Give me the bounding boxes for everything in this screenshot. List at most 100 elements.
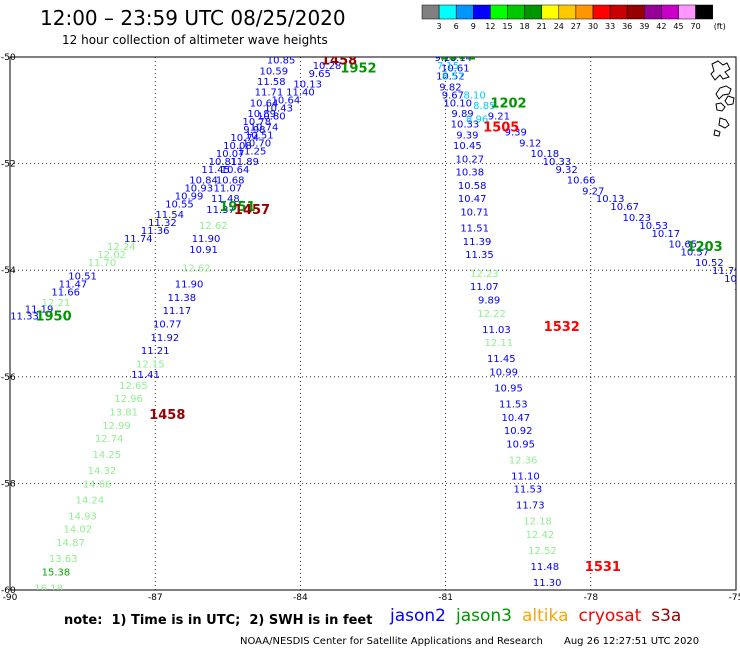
- pass-time-label: 1201: [440, 48, 476, 63]
- color-tick-label: 39: [639, 22, 649, 31]
- swh-value: 10.17: [651, 229, 680, 240]
- swh-value: 10.92: [504, 426, 533, 437]
- swh-value: 14.87: [56, 538, 85, 549]
- swh-value: 9.98: [243, 125, 265, 136]
- swh-value: 9.89: [451, 109, 473, 120]
- x-tick-label: -78: [583, 593, 598, 603]
- swh-value: 12.22: [477, 309, 506, 320]
- swh-value: 12.11: [485, 338, 514, 349]
- satellite-jason2: jason2: [390, 606, 446, 626]
- footer-note: note: 1) Time is in UTC; 2) SWH is in fe…: [64, 613, 373, 628]
- swh-value: 14.66: [83, 479, 112, 490]
- swh-value: 10.68: [216, 176, 245, 187]
- satellite-s3a: s3a: [651, 606, 682, 626]
- swh-value: 10.28: [313, 61, 342, 72]
- swh-value: 11.92: [151, 333, 180, 344]
- color-tick-label: 36: [622, 22, 632, 31]
- swh-value: 10.52: [695, 258, 724, 269]
- swh-value: 12.15: [136, 359, 165, 370]
- swh-value: 12.65: [119, 381, 148, 392]
- swh-value: 10.67: [610, 202, 639, 213]
- swh-value: 11.38: [167, 293, 196, 304]
- swh-value: 11.53: [499, 399, 528, 410]
- swh-value: 16.24: [17, 610, 46, 621]
- swh-value: 11.32: [148, 218, 177, 229]
- swh-value: 14.25: [92, 450, 121, 461]
- swh-value: 8.57: [442, 72, 464, 83]
- x-tick-label: -84: [293, 593, 308, 603]
- swh-value: 10.59: [259, 66, 288, 77]
- swh-value: 14.32: [88, 466, 117, 477]
- swh-value: 9.20: [434, 53, 456, 64]
- swh-value: 11.07: [213, 184, 242, 195]
- pass-time-label: 1532: [544, 320, 580, 335]
- swh-value: 10.61: [441, 64, 470, 75]
- swh-value: 9.39: [456, 130, 478, 141]
- swh-value: 10.58: [458, 181, 487, 192]
- swh-value: 11.03: [482, 325, 511, 336]
- swh-value: 10.43: [264, 104, 293, 115]
- swh-value: 11.89: [230, 157, 259, 168]
- swh-value: 9.65: [309, 69, 331, 80]
- pass-time-label: 1458: [149, 408, 185, 423]
- color-tick-label: 15: [502, 22, 512, 31]
- plot-frame: [9, 56, 737, 591]
- y-tick-label: -58: [1, 479, 16, 489]
- swh-value: 11.37: [206, 205, 235, 216]
- swh-value: 10.08: [223, 141, 252, 152]
- swh-value: 11.39: [463, 237, 492, 248]
- color-tick-label: 33: [605, 22, 615, 31]
- swh-value: 11.71: [255, 88, 284, 99]
- color-tick-label: 30: [588, 22, 598, 31]
- color-tick-label: 9: [471, 22, 476, 31]
- color-tick-label: 27: [571, 22, 581, 31]
- swh-value: 10.78: [243, 117, 272, 128]
- color-tick-label: 70: [691, 22, 701, 31]
- swh-value: 10.47: [501, 413, 530, 424]
- swh-value: 10.65: [668, 240, 697, 251]
- swh-value: 10.13: [596, 194, 625, 205]
- swh-value: 12.62: [199, 221, 228, 232]
- swh-value: 12.96: [114, 394, 143, 405]
- swh-value: 11.45: [201, 165, 230, 176]
- color-tick-label: 24: [554, 22, 564, 31]
- swh-value: 12.52: [528, 546, 557, 557]
- swh-value: 10.33: [451, 120, 480, 131]
- pass-time-label: 1203: [686, 240, 722, 255]
- swh-value: 12.19: [535, 591, 564, 602]
- swh-value: 11.21: [141, 346, 170, 357]
- y-tick-label: -50: [1, 53, 16, 63]
- swh-value: 16.43: [30, 597, 59, 608]
- swh-value: 10.51: [245, 130, 274, 141]
- swh-value: 13.63: [49, 554, 78, 565]
- swh-value: 9.67: [442, 90, 464, 101]
- swh-value: 10.80: [257, 112, 286, 123]
- swh-value: 10.47: [458, 194, 487, 205]
- swh-value: 10.27: [455, 154, 484, 165]
- y-tick-label: -60: [1, 586, 16, 596]
- credit-text: NOAA/NESDIS Center for Satellite Applica…: [240, 636, 543, 647]
- swh-value: 12.99: [102, 421, 131, 432]
- pass-time-label: 1505: [483, 120, 519, 135]
- swh-value: 11.73: [516, 501, 545, 512]
- x-tick-label: -75: [729, 593, 740, 603]
- y-tick-label: -54: [1, 266, 16, 276]
- swh-value: 11.07: [470, 282, 499, 293]
- swh-value: 12.21: [42, 298, 71, 309]
- swh-value: 10.93: [184, 184, 213, 195]
- swh-value: 12.62: [182, 264, 211, 275]
- swh-value: 14.02: [63, 525, 92, 536]
- swh-value: 10.45: [453, 141, 482, 152]
- x-tick-label: -81: [438, 593, 453, 603]
- swh-value: 10.64: [272, 96, 301, 107]
- swh-value: 9.82: [439, 82, 461, 93]
- swh-value: 10.52: [436, 72, 465, 83]
- swh-value: 8.85: [473, 101, 495, 112]
- swh-value: 11.48: [211, 194, 240, 205]
- pass-time-label: 1457: [234, 203, 270, 218]
- satellite-legend: jason2 jason3 altika cryosat s3a: [390, 606, 691, 626]
- swh-value: 10.99: [175, 192, 204, 203]
- swh-value: 10.81: [209, 157, 238, 168]
- swh-value: 10.53: [639, 221, 668, 232]
- swh-value: 11.70: [88, 258, 117, 269]
